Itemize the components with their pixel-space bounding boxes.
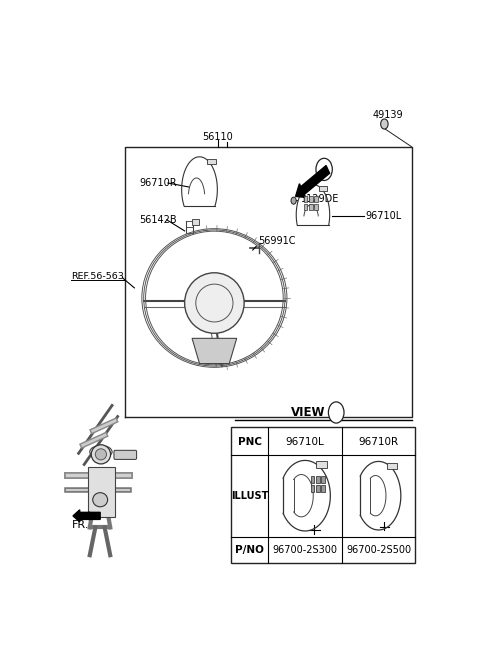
- FancyBboxPatch shape: [114, 450, 137, 459]
- Text: A: A: [333, 408, 339, 417]
- Bar: [311, 476, 314, 483]
- Bar: [304, 196, 307, 202]
- Text: 96710L: 96710L: [286, 437, 324, 447]
- Bar: [316, 485, 320, 492]
- Text: A: A: [321, 165, 327, 174]
- Bar: [316, 461, 327, 468]
- Bar: [231, 426, 415, 563]
- Text: VIEW: VIEW: [291, 406, 325, 419]
- Bar: [192, 219, 199, 225]
- FancyArrow shape: [296, 166, 330, 197]
- Text: 56110: 56110: [203, 132, 233, 142]
- FancyArrow shape: [73, 510, 100, 522]
- Bar: [319, 186, 327, 191]
- Text: FR.: FR.: [72, 520, 90, 530]
- Text: PNC: PNC: [238, 437, 262, 447]
- Bar: [304, 204, 307, 210]
- Text: 1129DE: 1129DE: [300, 194, 339, 204]
- Ellipse shape: [185, 272, 244, 333]
- Text: 56991C: 56991C: [258, 236, 295, 246]
- Bar: [314, 196, 318, 202]
- Bar: [311, 485, 314, 492]
- Bar: [321, 485, 325, 492]
- Polygon shape: [88, 467, 115, 517]
- Bar: [316, 476, 320, 483]
- Text: 96700-2S300: 96700-2S300: [273, 545, 337, 555]
- Bar: [309, 196, 312, 202]
- Polygon shape: [192, 339, 237, 364]
- Circle shape: [316, 159, 332, 181]
- Bar: [387, 463, 397, 470]
- Text: REF.56-563: REF.56-563: [71, 272, 124, 281]
- Bar: [207, 159, 216, 164]
- Ellipse shape: [90, 445, 112, 458]
- Ellipse shape: [93, 493, 108, 507]
- Text: 56142B: 56142B: [139, 215, 177, 225]
- Text: 96710L: 96710L: [365, 211, 401, 221]
- Text: 96710R: 96710R: [139, 178, 177, 188]
- Bar: [309, 204, 312, 210]
- Ellipse shape: [96, 449, 107, 460]
- Ellipse shape: [91, 445, 110, 464]
- Bar: [321, 476, 325, 483]
- Text: 96700-2S500: 96700-2S500: [346, 545, 411, 555]
- Circle shape: [381, 119, 388, 129]
- Bar: [314, 204, 318, 210]
- Text: 49139: 49139: [372, 110, 403, 120]
- Circle shape: [291, 197, 296, 204]
- Text: 96710R: 96710R: [359, 437, 398, 447]
- Circle shape: [328, 402, 344, 423]
- Text: P/NO: P/NO: [235, 545, 264, 555]
- Text: ILLUST: ILLUST: [231, 491, 268, 500]
